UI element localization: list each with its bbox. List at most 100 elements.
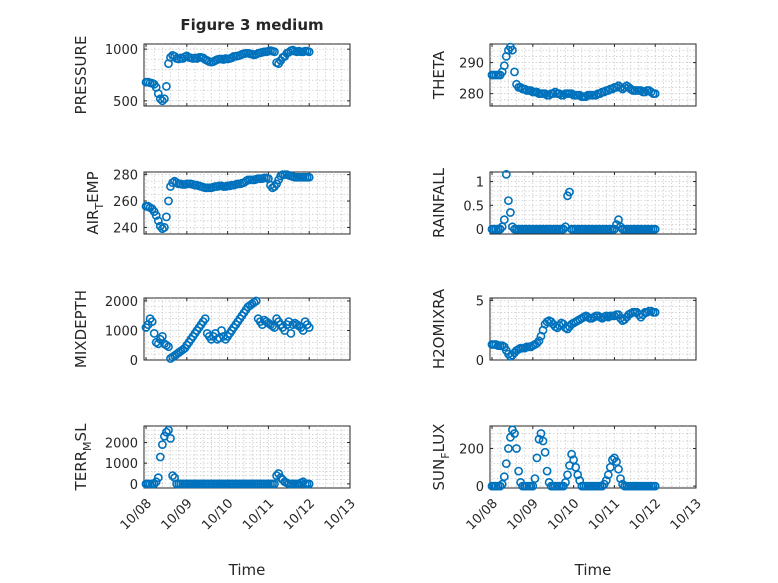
y-tick-label: 280: [459, 88, 484, 103]
y-tick-label: 500: [113, 95, 138, 110]
data-point: [614, 464, 623, 474]
y-tick-label: 1000: [105, 324, 138, 339]
data-point: [503, 444, 513, 453]
y-tick-label: 240: [113, 221, 138, 236]
data-point: [530, 474, 540, 483]
data-point: [495, 224, 505, 234]
x-tick-label: 10/13: [668, 496, 705, 533]
data-point: [497, 479, 507, 489]
data-point: [159, 222, 169, 232]
data-point: [565, 187, 574, 197]
data-point: [304, 47, 314, 57]
data-point: [151, 211, 161, 220]
data-point: [650, 224, 660, 234]
y-tick-label: 2000: [105, 437, 138, 452]
data-point: [567, 449, 576, 459]
data-point: [650, 481, 660, 491]
data-point: [499, 215, 509, 225]
data-point: [538, 436, 548, 446]
data-point: [499, 61, 509, 71]
data-point: [559, 224, 568, 234]
data-point: [164, 196, 173, 206]
data-point: [650, 89, 660, 98]
subplot-pressure: 500 1000 PRESSURE: [72, 36, 351, 115]
data-point: [650, 307, 660, 317]
data-point: [540, 447, 550, 457]
x-tick-label: 10/11: [240, 496, 277, 533]
y-tick-label: 290: [459, 57, 484, 72]
data-point: [270, 479, 279, 489]
y-axis-label: AIRTEMP: [84, 171, 106, 234]
x-tick-label: 10/12: [281, 496, 318, 533]
data-point: [514, 466, 523, 476]
x-axis-label: Time: [574, 561, 612, 579]
data-point: [168, 471, 177, 480]
data-point: [646, 87, 656, 97]
data-point: [153, 216, 163, 226]
data-point: [540, 89, 550, 98]
data-point: [149, 328, 159, 338]
subplot-sun_flux: 0 200 SUNFLUX 10/08 10/09 10/10 10/11 10/12 10/1…: [430, 424, 705, 579]
data-point: [520, 84, 530, 94]
data-point: [554, 89, 564, 98]
y-tick-label: 0: [476, 223, 484, 238]
y-axis-label: H2OMIXRA: [430, 288, 448, 369]
data-point: [503, 196, 513, 205]
y-tick-label: 1000: [105, 457, 138, 472]
data-point: [157, 96, 167, 106]
data-point: [161, 427, 171, 437]
data-point: [153, 473, 163, 483]
data-point: [286, 328, 296, 338]
y-tick-label: 0.5: [463, 199, 484, 214]
y-axis-label: MIXDEPTH: [72, 290, 90, 368]
y-tick-label: 260: [113, 195, 138, 210]
data-point: [601, 476, 611, 485]
data-point: [510, 429, 519, 438]
data-point: [510, 67, 519, 77]
y-axis-label: THETA: [430, 50, 448, 100]
data-point: [505, 208, 515, 217]
data-point: [508, 45, 517, 55]
x-tick-label: 10/08: [118, 496, 155, 533]
data-point: [526, 86, 536, 95]
data-point: [166, 53, 175, 62]
subplot-mixdepth: 0 1000 2000 MIXDEPTH: [72, 290, 351, 369]
y-tick-label: 5: [476, 294, 484, 309]
y-tick-label: 0: [476, 354, 484, 369]
data-point: [495, 481, 505, 491]
y-tick-label: 0: [130, 478, 138, 493]
data-point: [581, 92, 591, 102]
subplot-theta: 280 290 THETA: [430, 42, 697, 107]
subplot-rainfall: 0 0.5 1 RAINFALL: [430, 167, 697, 238]
data-point: [268, 321, 277, 331]
y-tick-label: 2000: [105, 295, 138, 310]
data-point: [561, 477, 570, 487]
data-point: [288, 320, 298, 329]
data-point: [155, 452, 165, 462]
y-axis-label: PRESSURE: [72, 36, 90, 115]
data-point: [149, 479, 159, 489]
x-tick-label: 10/09: [505, 496, 542, 533]
x-tick-label: 10/13: [322, 496, 359, 533]
data-point: [200, 314, 210, 324]
y-tick-label: 280: [113, 169, 138, 184]
y-tick-label: 1000: [105, 43, 138, 58]
y-tick-label: 1: [476, 176, 484, 191]
data-point: [501, 169, 511, 179]
data-point: [499, 472, 509, 482]
data-point: [548, 89, 558, 98]
axes-box: [489, 171, 697, 235]
y-tick-label: 0: [130, 354, 138, 369]
data-point: [640, 87, 650, 97]
data-point: [304, 323, 314, 332]
data-point: [503, 349, 513, 359]
data-point: [155, 94, 165, 104]
x-tick-label: 10/11: [586, 496, 623, 533]
data-point: [534, 336, 544, 346]
data-point: [616, 313, 625, 323]
figure-title: Figure 3 medium: [180, 16, 323, 34]
data-point: [605, 462, 615, 472]
x-tick-label: 10/08: [464, 496, 501, 533]
data-point: [161, 82, 171, 91]
